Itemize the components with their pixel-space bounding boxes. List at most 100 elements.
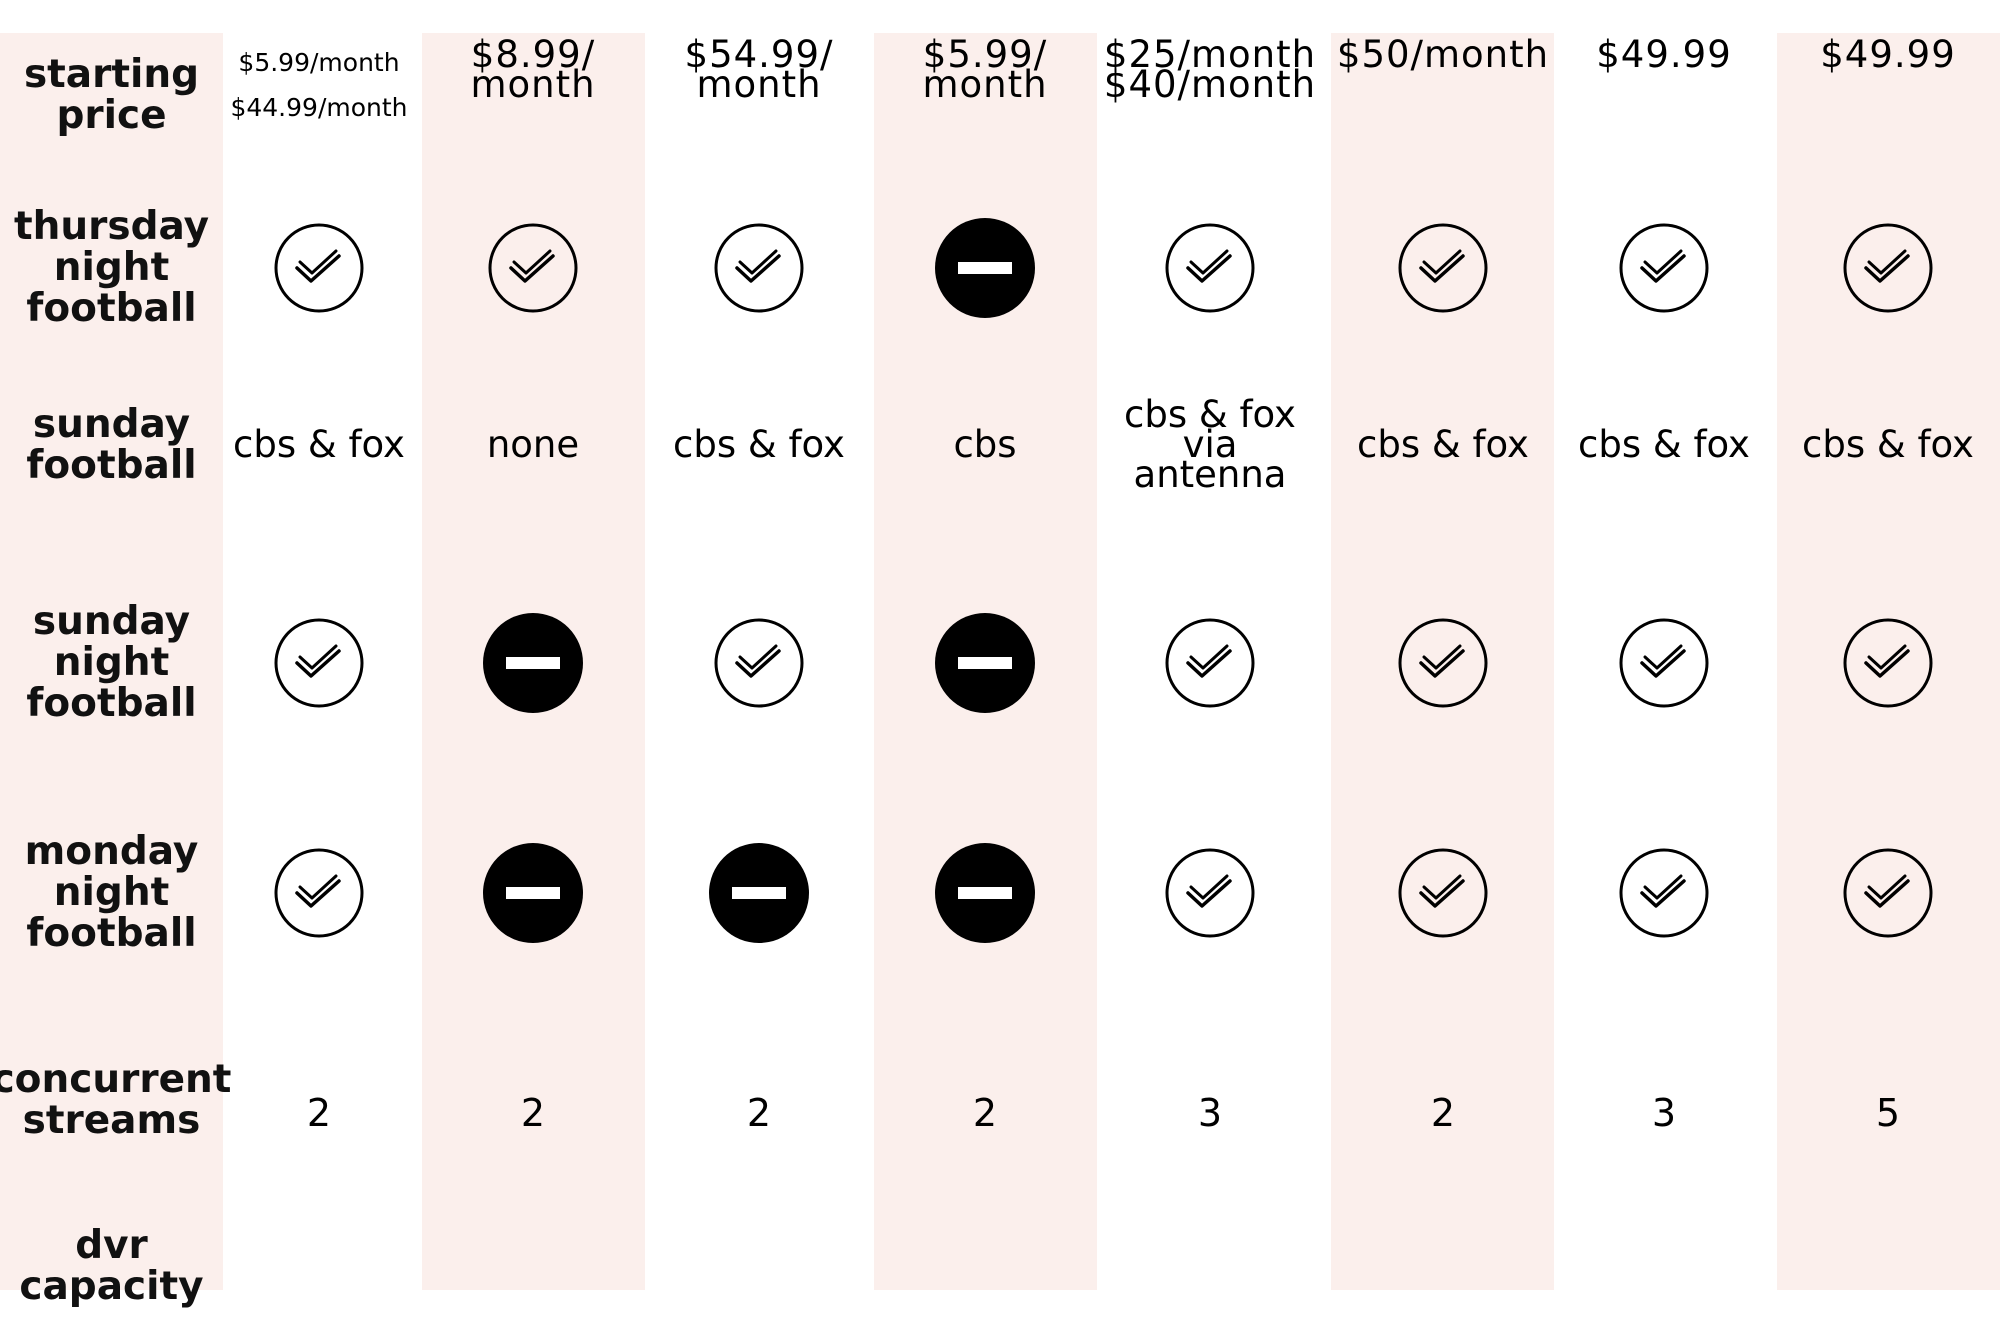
price-text: $40/month bbox=[1103, 63, 1317, 106]
price-text: month bbox=[922, 63, 1048, 106]
row-label-line: football bbox=[26, 681, 197, 726]
monday-night-football-cell bbox=[649, 815, 869, 970]
text-stack: cbs & fox bbox=[233, 426, 405, 463]
concurrent-streams-cell: 2 bbox=[649, 1050, 869, 1175]
sunday-night-football-cell bbox=[1778, 585, 1998, 740]
minus-icon bbox=[481, 841, 585, 945]
concurrent-streams-value: 3 bbox=[1197, 1090, 1223, 1135]
concurrent-streams-value: 2 bbox=[972, 1090, 998, 1135]
monday-night-football-cell bbox=[1554, 815, 1774, 970]
check-icon bbox=[1612, 216, 1716, 320]
minus-icon bbox=[933, 611, 1037, 715]
price-text: $8.99/ bbox=[470, 33, 596, 76]
row-label-line: dvr bbox=[75, 1223, 148, 1268]
check-icon bbox=[1158, 611, 1262, 715]
thursday-night-football-cell bbox=[649, 190, 869, 345]
check-icon bbox=[1836, 216, 1940, 320]
price-text: $50/month bbox=[1336, 33, 1550, 76]
row-label-concurrent-streams: concurrent streams bbox=[0, 1050, 231, 1150]
concurrent-streams-cell: 3 bbox=[1554, 1050, 1774, 1175]
check-icon bbox=[1158, 841, 1262, 945]
concurrent-streams-value: 5 bbox=[1875, 1090, 1901, 1135]
sunday-football-text: cbs & fox bbox=[673, 423, 845, 466]
thursday-night-football-cell bbox=[209, 190, 429, 345]
concurrent-streams-cell: 5 bbox=[1778, 1050, 1998, 1175]
sunday-football-text: cbs & fox bbox=[1357, 423, 1529, 466]
monday-night-football-cell bbox=[209, 815, 429, 970]
row-label-line: football bbox=[26, 443, 197, 488]
sunday-football-cell: cbs & fox bbox=[1554, 395, 1774, 495]
row-label-sunday-night-football: sunday night football bbox=[0, 585, 223, 740]
row-label-thursday-night-football: thursday night football bbox=[0, 190, 223, 345]
sunday-football-text: cbs bbox=[953, 423, 1017, 466]
concurrent-streams-cell: 3 bbox=[1100, 1050, 1320, 1175]
check-icon bbox=[1391, 216, 1495, 320]
price-cell: $49.99 bbox=[1554, 36, 1774, 130]
price-text: $44.99/month bbox=[230, 93, 408, 122]
sunday-football-text: cbs & fox bbox=[1578, 423, 1750, 466]
price-text: $5.99/month bbox=[238, 48, 400, 77]
concurrent-streams-cell: 2 bbox=[423, 1050, 643, 1175]
check-icon bbox=[267, 841, 371, 945]
sunday-football-text: cbs & fox bbox=[1802, 423, 1974, 466]
price-text: $5.99/ bbox=[922, 33, 1048, 76]
row-label-line: night bbox=[53, 245, 170, 290]
thursday-night-football-cell bbox=[875, 190, 1095, 345]
sunday-football-cell: cbs & fox via antenna bbox=[1100, 395, 1320, 495]
monday-night-football-cell bbox=[1100, 815, 1320, 970]
sunday-football-text: cbs & fox bbox=[1124, 393, 1296, 436]
thursday-night-football-cell bbox=[1778, 190, 1998, 345]
monday-night-football-cell bbox=[423, 815, 643, 970]
minus-icon bbox=[933, 841, 1037, 945]
concurrent-streams-value: 2 bbox=[746, 1090, 772, 1135]
price-text: $49.99 bbox=[1820, 33, 1956, 76]
text-stack: $54.99/month bbox=[684, 33, 834, 103]
row-label-line: price bbox=[56, 93, 167, 138]
sunday-night-football-cell bbox=[423, 585, 643, 740]
check-icon bbox=[1158, 216, 1262, 320]
label-column-background bbox=[0, 33, 223, 1290]
text-stack: cbs & fox bbox=[1357, 423, 1529, 466]
text-stack: cbs & fox bbox=[1802, 423, 1974, 466]
price-cell: $50/month bbox=[1333, 33, 1553, 130]
row-label-sunday-football: sunday football bbox=[0, 395, 223, 495]
row-label-line: concurrent bbox=[0, 1057, 232, 1102]
text-stack: $25/month $40/month bbox=[1103, 33, 1317, 106]
text-stack: $49.99 bbox=[1820, 33, 1956, 76]
sunday-night-football-cell bbox=[649, 585, 869, 740]
price-cell: $5.99/month bbox=[875, 33, 1095, 130]
text-stack: cbs & fox bbox=[1578, 423, 1750, 466]
monday-night-football-cell bbox=[1333, 815, 1553, 970]
minus-icon bbox=[933, 216, 1037, 320]
concurrent-streams-cell: 2 bbox=[875, 1050, 1095, 1175]
price-text: $54.99/ bbox=[684, 33, 834, 76]
check-icon bbox=[1836, 611, 1940, 715]
check-icon bbox=[267, 611, 371, 715]
thursday-night-football-cell bbox=[423, 190, 643, 345]
minus-icon bbox=[707, 841, 811, 945]
monday-night-football-cell bbox=[875, 815, 1095, 970]
check-icon bbox=[1612, 611, 1716, 715]
price-text: $25/month bbox=[1103, 33, 1317, 76]
sunday-football-cell: cbs bbox=[875, 395, 1095, 495]
price-cell: $25/month $40/month bbox=[1100, 33, 1320, 130]
monday-night-football-cell bbox=[1778, 815, 1998, 970]
sunday-night-football-cell bbox=[209, 585, 429, 740]
thursday-night-football-cell bbox=[1100, 190, 1320, 345]
check-icon bbox=[707, 611, 811, 715]
sunday-night-football-cell bbox=[1333, 585, 1553, 740]
sunday-night-football-cell bbox=[1100, 585, 1320, 740]
text-stack: none bbox=[487, 426, 579, 463]
row-label-line: night bbox=[53, 640, 170, 685]
sunday-football-cell: none bbox=[423, 395, 643, 495]
row-label-line: sunday bbox=[32, 599, 191, 644]
check-icon bbox=[1391, 611, 1495, 715]
sunday-night-football-cell bbox=[1554, 585, 1774, 740]
concurrent-streams-cell: 2 bbox=[209, 1050, 429, 1175]
check-icon bbox=[707, 216, 811, 320]
row-label-monday-night-football: monday night football bbox=[0, 815, 223, 970]
price-cell: $49.99 bbox=[1778, 33, 1998, 130]
check-icon bbox=[1612, 841, 1716, 945]
check-icon bbox=[1391, 841, 1495, 945]
row-label-line: starting bbox=[23, 52, 200, 97]
